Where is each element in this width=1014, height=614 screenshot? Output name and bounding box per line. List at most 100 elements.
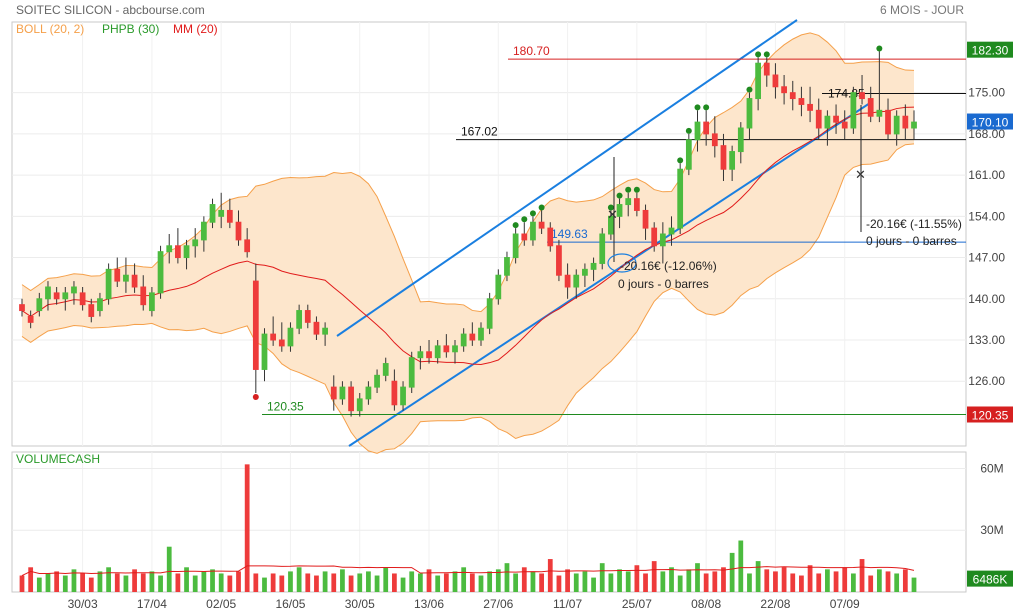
candle-body <box>261 333 268 370</box>
candle-body <box>633 198 640 211</box>
candle-body <box>859 92 865 100</box>
price-panel-frame <box>11 21 967 447</box>
candle-body <box>564 274 571 288</box>
candle <box>339 381 346 405</box>
candle-body <box>296 310 303 329</box>
legend-mm: MM (20) <box>173 22 218 36</box>
volume-bar <box>825 569 830 592</box>
volume-bar <box>409 571 415 592</box>
x-tick-label: 22/08 <box>760 597 790 611</box>
candle-body <box>123 274 129 282</box>
volume-bar <box>539 573 544 592</box>
candle-body <box>651 227 658 247</box>
candle <box>608 210 614 240</box>
candle <box>781 75 787 105</box>
candle-body <box>36 298 43 312</box>
candle <box>218 192 225 229</box>
volume-bar <box>643 573 648 592</box>
candle <box>772 63 779 99</box>
volume-bar <box>114 573 120 592</box>
volume-bar <box>348 575 354 592</box>
tag-volume: 6486K <box>973 573 1008 587</box>
candle <box>408 351 415 393</box>
volume-bar <box>106 567 111 592</box>
chart-title: SOITEC SILICON - abcbourse.com <box>16 3 205 17</box>
candle-body <box>252 280 259 370</box>
candle-body <box>677 168 684 229</box>
bollinger-lower <box>21 143 915 454</box>
volume-bar <box>253 573 259 592</box>
candle-body <box>841 121 848 129</box>
candle-body <box>374 374 380 388</box>
candle-body <box>642 209 649 229</box>
candle-body <box>495 274 502 300</box>
volume-bar <box>521 567 527 592</box>
candle-body <box>417 351 424 359</box>
candle-body <box>867 98 874 117</box>
phpb-high-dot <box>616 192 623 199</box>
tag-low: 120.35 <box>972 408 1009 422</box>
phpb-high-dot <box>876 45 883 52</box>
candle-body <box>235 221 242 241</box>
candle <box>105 263 112 305</box>
measure1-line2: 0 jours - 0 barres <box>866 234 957 248</box>
candle <box>495 269 502 305</box>
candle <box>157 245 164 299</box>
volume-bar <box>227 575 233 592</box>
candle-body <box>608 215 614 235</box>
candle <box>209 198 216 229</box>
candle-body <box>209 204 216 223</box>
candle <box>27 310 34 329</box>
candle <box>166 234 173 264</box>
volume-bar <box>686 569 692 592</box>
candle-body <box>486 298 493 329</box>
y-tick-label: 175.00 <box>968 86 1005 100</box>
candle <box>434 340 441 364</box>
y-axis: 175.00 168.00 161.00 154.00 147.00 140.00 133.… <box>967 41 1013 587</box>
volume-panel-title: VOLUMECASH <box>16 452 100 466</box>
candle <box>824 110 831 146</box>
volume-bar <box>582 571 588 592</box>
phpb-high-dot <box>677 157 684 164</box>
volume-bar <box>547 559 553 592</box>
candle <box>235 210 242 246</box>
candle <box>417 345 424 370</box>
cross-marker: ✕ <box>607 207 618 222</box>
candle-body <box>131 274 138 288</box>
candle-body <box>815 109 822 129</box>
volume-bar <box>71 569 77 592</box>
candle <box>582 263 588 287</box>
channel-lower <box>348 102 871 447</box>
candle-body <box>755 62 761 100</box>
x-tick-label: 13/06 <box>414 597 444 611</box>
candle-body <box>616 204 623 217</box>
candle <box>426 340 432 364</box>
candle <box>322 322 328 346</box>
candle-body <box>365 386 372 400</box>
candle <box>763 57 770 87</box>
volume-bar <box>859 559 865 592</box>
volume-bar <box>478 575 484 592</box>
candle-body <box>408 357 415 388</box>
level-low-label: 120.35 <box>267 399 304 413</box>
candle-body <box>763 62 770 76</box>
candle-body <box>71 286 77 294</box>
candle-body <box>218 209 225 217</box>
tag-volume-bg <box>967 570 1013 587</box>
x-tick-label: 30/03 <box>68 597 98 611</box>
candle <box>304 304 311 329</box>
candle <box>833 104 839 134</box>
volume-bar <box>305 573 311 592</box>
volume-bar <box>123 575 129 592</box>
measure1-line1: -20.16€ (-11.55%) <box>866 217 962 231</box>
measure2-line1: -20.16€ (-12.06%) <box>620 259 717 273</box>
candle-body <box>729 151 736 170</box>
volume-bar <box>340 569 345 592</box>
candle-body <box>356 398 363 412</box>
volume-bar <box>868 575 874 592</box>
volume-bar <box>894 573 900 592</box>
volume-bar <box>322 571 328 592</box>
volume-bar <box>738 540 744 592</box>
candle <box>261 328 268 382</box>
candle-body <box>330 386 337 400</box>
